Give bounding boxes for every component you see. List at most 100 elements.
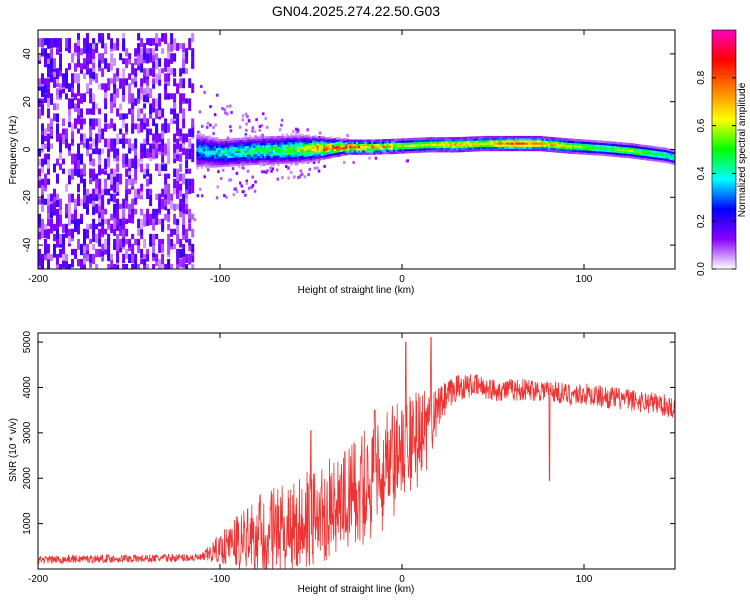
band-cell: [344, 137, 348, 141]
band-cell: [261, 160, 265, 163]
band-cell: [672, 160, 675, 163]
noise-cell: [65, 259, 68, 269]
band-cell: [655, 157, 658, 160]
band-cell: [624, 144, 627, 148]
band-cell: [447, 143, 450, 146]
band-cell: [458, 149, 461, 153]
band-cell: [563, 146, 566, 149]
band-cell: [216, 147, 219, 151]
noise-cell: [38, 83, 41, 91]
band-cell: [312, 153, 315, 156]
band-cell: [639, 150, 643, 154]
band-cell: [606, 145, 610, 148]
band-cell: [261, 145, 265, 148]
noise-cell: [140, 53, 144, 64]
band-cell: [259, 142, 263, 146]
noise-cell: [188, 178, 192, 186]
band-cell: [451, 143, 455, 146]
band-cell: [406, 146, 409, 150]
band-cell: [253, 141, 256, 144]
band-cell: [508, 138, 512, 141]
band-cell: [663, 151, 667, 155]
band-cell: [347, 139, 350, 142]
band-cell: [587, 139, 590, 143]
band-cell: [633, 147, 636, 151]
noise-cell: [246, 115, 249, 119]
band-cell: [410, 137, 413, 141]
band-cell: [294, 147, 297, 151]
noise-cell: [158, 203, 162, 213]
band-cell: [421, 143, 424, 147]
noise-cell: [104, 88, 108, 99]
noise-cell: [119, 138, 123, 145]
noise-cell: [47, 243, 50, 254]
noise-cell: [352, 161, 355, 164]
noise-cell: [92, 48, 96, 59]
band-cell: [268, 153, 271, 156]
noise-cell: [143, 88, 147, 96]
band-cell: [622, 155, 625, 158]
band-cell: [482, 138, 485, 141]
band-cell: [412, 150, 415, 154]
band-cell: [233, 159, 236, 162]
band-cell: [628, 155, 632, 159]
band-cell: [340, 145, 343, 148]
band-cell: [432, 150, 435, 153]
band-cell: [635, 146, 638, 149]
band-cell: [202, 157, 206, 160]
noise-cell: [86, 228, 89, 239]
noise-cell: [270, 169, 273, 173]
noise-cell: [116, 243, 120, 252]
band-cell: [425, 145, 429, 149]
band-cell: [205, 148, 208, 152]
band-cell: [226, 157, 230, 161]
noise-cell: [155, 208, 159, 215]
band-cell: [663, 160, 667, 163]
band-cell: [248, 137, 252, 140]
band-cell: [235, 138, 239, 141]
band-cell: [425, 137, 429, 140]
band-cell: [423, 139, 426, 142]
band-cell: [229, 157, 232, 161]
band-cell: [368, 141, 372, 144]
band-cell: [375, 148, 378, 151]
noise-cell: [86, 58, 89, 65]
band-cell: [253, 149, 256, 153]
band-cell: [659, 151, 662, 154]
noise-cell: [191, 243, 195, 253]
band-cell: [283, 159, 287, 162]
noise-cell: [77, 98, 80, 109]
band-cell: [382, 145, 385, 148]
band-cell: [604, 147, 608, 150]
band-cell: [270, 136, 273, 139]
band-cell: [377, 147, 380, 151]
band-cell: [489, 144, 492, 147]
band-cell: [205, 163, 208, 167]
band-cell: [574, 141, 577, 144]
band-cell: [421, 139, 424, 142]
band-cell: [406, 151, 409, 154]
band-cell: [591, 146, 594, 149]
noise-cell: [155, 253, 159, 262]
noise-cell: [146, 168, 150, 177]
noise-cell: [89, 158, 93, 166]
noise-cell: [152, 253, 156, 262]
band-cell: [491, 140, 494, 143]
band-cell: [445, 145, 448, 149]
band-cell: [299, 160, 302, 163]
band-cell: [499, 148, 503, 152]
noise-cell: [104, 208, 108, 215]
band-cell: [388, 149, 391, 152]
band-cell: [316, 147, 319, 151]
band-cell: [270, 138, 273, 141]
band-cell: [526, 146, 529, 149]
noise-cell: [152, 223, 156, 231]
band-cell: [519, 148, 522, 152]
band-cell: [508, 146, 512, 149]
noise-cell: [128, 58, 132, 65]
noise-cell: [44, 143, 47, 149]
band-cell: [432, 139, 435, 142]
band-cell: [545, 147, 549, 150]
band-cell: [290, 139, 293, 143]
noise-cell: [89, 88, 93, 97]
